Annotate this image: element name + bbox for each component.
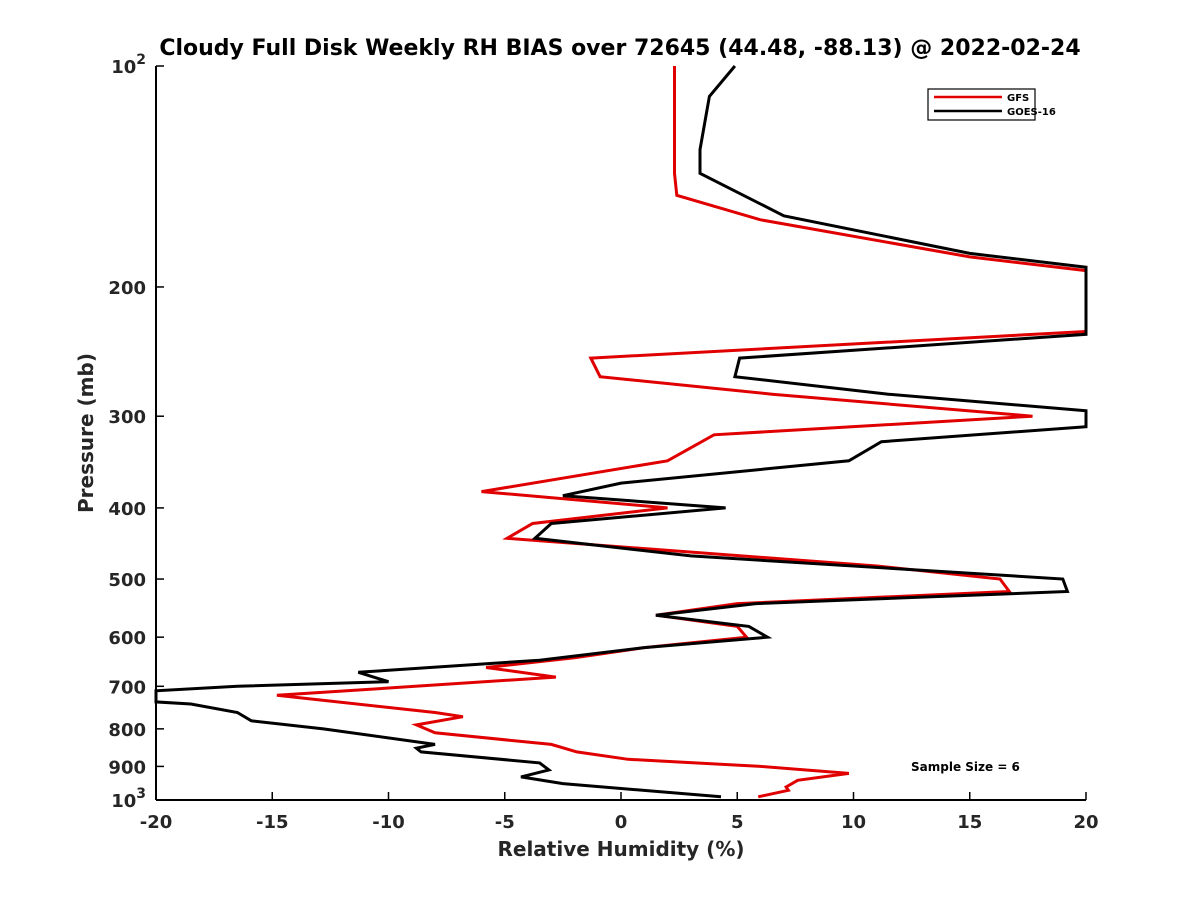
legend-box	[927, 88, 1036, 121]
legend-label: GFS	[1007, 93, 1029, 104]
series-lines	[154, 65, 1088, 799]
x-tick-label: -15	[256, 812, 289, 833]
x-tick-label: -10	[372, 812, 405, 833]
sample-size-annotation: Sample Size = 6	[911, 760, 1020, 774]
y-tick-label: 200	[108, 278, 146, 299]
x-tick-label: -20	[140, 812, 173, 833]
y-tick-label: 102	[111, 52, 146, 78]
y-axis-label: Pressure (mb)	[74, 353, 98, 513]
plot-area: -20 -15 -10 -5 0 5 10 15 20 102 200 300 400 500 600 70…	[108, 52, 1098, 833]
x-tick-label: 20	[1073, 812, 1098, 833]
y-tick-label: 103	[111, 786, 146, 812]
chart-title: Cloudy Full Disk Weekly RH BIAS over 726…	[159, 36, 1080, 61]
x-axis-label: Relative Humidity (%)	[497, 837, 744, 861]
y-tick-label: 400	[108, 499, 146, 520]
y-tick-label: 300	[108, 407, 146, 428]
y-axis-ticks: 102 200 300 400 500 600 700 800 900 103	[108, 52, 164, 812]
legend-label: GOES-16	[1007, 107, 1056, 118]
y-tick-label: 700	[108, 677, 146, 698]
y-tick-label: 600	[108, 628, 146, 649]
x-tick-label: 15	[957, 812, 982, 833]
series-line-goes-16	[154, 65, 1088, 799]
y-tick-label: 900	[108, 757, 146, 778]
x-axis-ticks: -20 -15 -10 -5 0 5 10 15 20	[140, 792, 1099, 833]
x-tick-label: 0	[615, 812, 628, 833]
y-tick-label: 500	[108, 570, 146, 591]
legend: GFS GOES-16	[927, 88, 1056, 121]
x-tick-label: 10	[841, 812, 866, 833]
x-tick-label: 5	[731, 812, 744, 833]
x-tick-label: -5	[495, 812, 515, 833]
y-tick-label: 800	[108, 720, 146, 741]
